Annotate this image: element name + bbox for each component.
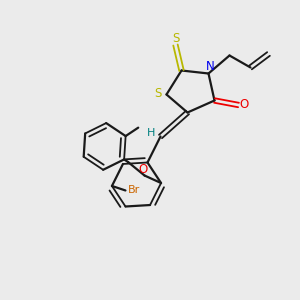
Text: O: O: [138, 163, 148, 176]
Text: H: H: [147, 128, 155, 139]
Text: Br: Br: [128, 185, 140, 196]
Text: N: N: [206, 60, 214, 74]
Text: S: S: [172, 32, 179, 45]
Text: S: S: [154, 86, 162, 100]
Text: O: O: [240, 98, 249, 112]
